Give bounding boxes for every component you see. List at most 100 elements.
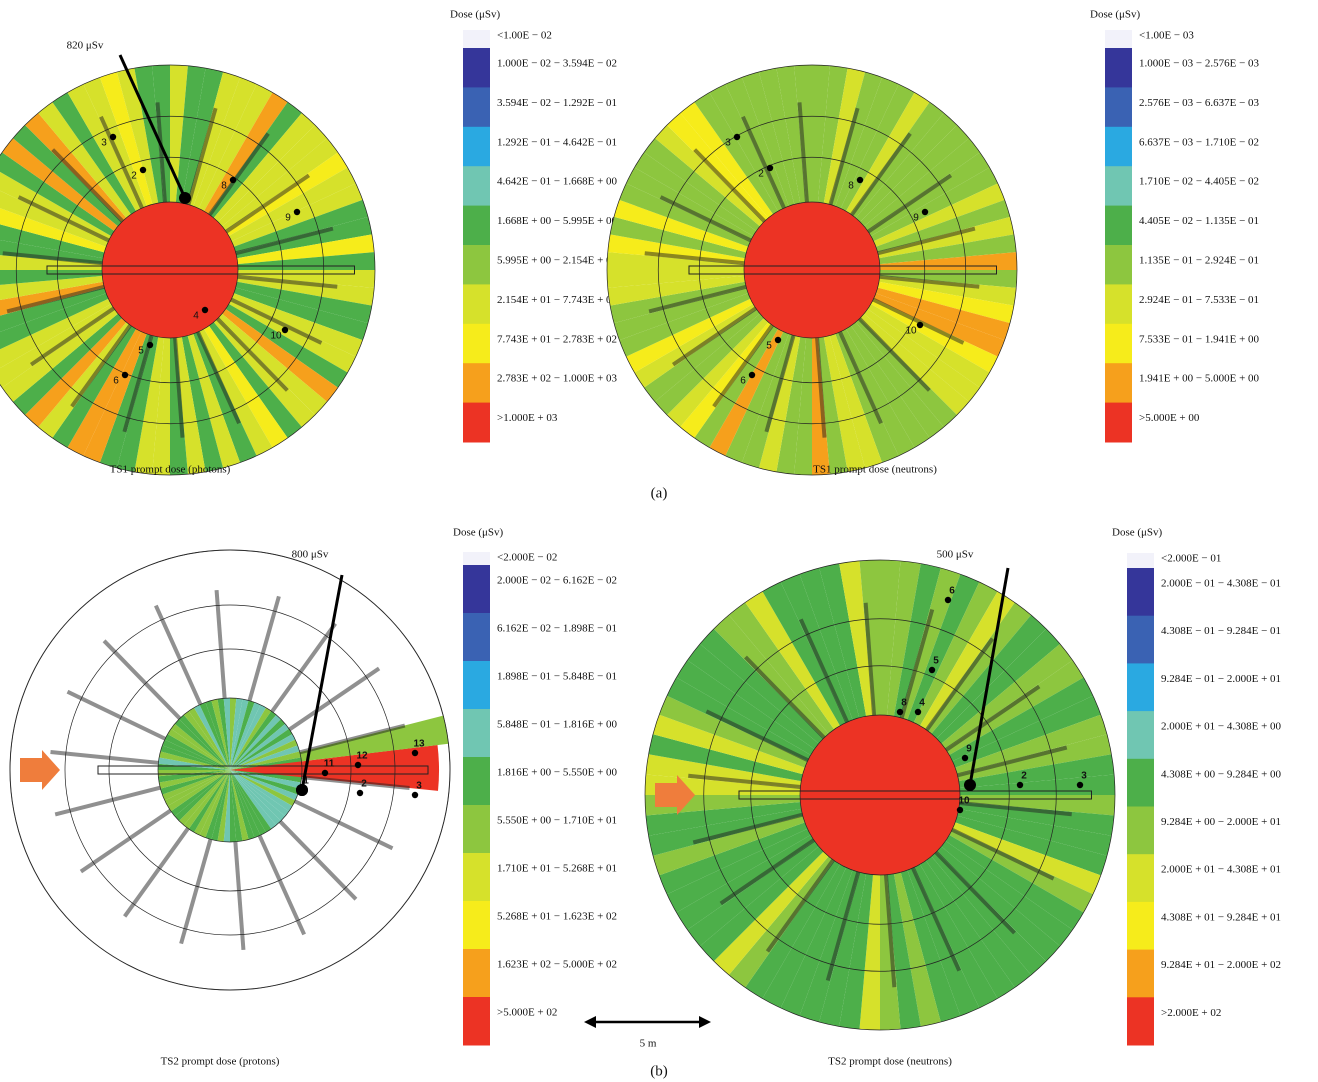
legend-label: 9.284E + 01 − 2.000E + 02 [1161,959,1281,971]
dose-wedge [213,318,315,427]
dose-wedge [835,331,899,463]
marker-label: 3 [101,138,107,149]
dose-wedge [952,695,1101,768]
legend-swatch [1105,205,1132,246]
beamline [877,226,976,256]
dose-wedge [648,734,803,782]
dose-wedge [955,714,1107,775]
dose-wedge [99,72,153,207]
dose-wedge [855,113,957,222]
beamline [155,102,167,203]
dose-wedge [171,770,230,817]
legend-label: 4.642E − 01 − 1.668E + 00 [497,176,618,188]
beamline [208,132,270,216]
dose-wedge [187,333,241,468]
dose-wedge [941,643,1073,750]
legend-label: >5.000E + 02 [497,1007,557,1019]
ring [703,618,1057,972]
legend-label: 5.550E + 00 − 1.710E + 01 [497,815,617,827]
dose-wedge [812,65,830,203]
dose-wedge [67,328,142,456]
dose-wedge [614,199,749,253]
caption: TS2 prompt dose (neutrons) [828,1056,952,1068]
dose-wedge [230,770,249,841]
dose-wedge [900,568,961,720]
legend-swatch [1105,402,1132,443]
legend-swatch [463,30,490,48]
dose-wedge [230,707,272,770]
dose-wedge [900,870,961,1022]
dose-wedge [299,715,449,762]
dose-wedge [680,322,773,438]
dose-wedge [634,152,757,236]
ring [0,64,376,476]
dose-wedge [159,751,230,770]
dose-wedge [193,77,257,209]
legend-swatch [1127,949,1154,998]
dose-wedge [877,281,1014,324]
dose-wedge [230,723,289,770]
dose-wedge [162,739,230,770]
legend-label: 6.637E − 03 − 1.710E − 02 [1139,136,1259,148]
dose-wedge [949,677,1093,762]
dose-wedge [162,770,230,801]
annotation-line [118,54,187,199]
dose-wedge [875,199,1010,253]
ring [644,559,1116,1031]
dose-wedge [687,643,819,750]
beamline [744,655,826,740]
dose-wedge [116,68,159,205]
dose-wedge [694,325,778,448]
dose-wedge [230,770,302,783]
ring [606,64,1018,476]
dose-wedge [13,125,122,227]
legend: <1.00E − 02 1.000E − 02 − 3.594E − 02 3.59… [463,30,618,443]
dose-wedge [225,152,348,236]
dose-wedge [653,815,805,876]
dose-wedge [614,287,749,341]
annotation: 500 μSv [937,549,974,561]
dose-wedge [741,333,795,468]
legend-label: 1.623E + 02 − 5.000E + 02 [497,959,617,971]
dose-wedge [223,770,230,842]
dose-wedge [667,113,769,222]
beamline [51,148,124,223]
dose-wedge [230,698,243,770]
dose-wedge [799,568,860,720]
beamline [97,765,429,775]
legend-swatch [1105,363,1132,404]
legend-title: Dose (μSv) [1090,9,1141,21]
beamline [765,858,835,953]
legend-swatch [463,166,490,207]
legend-label: >5.000E + 00 [1139,412,1200,424]
legend-swatch [1105,166,1132,207]
dose-wedge [230,770,298,801]
dose-wedge [198,328,273,456]
legend-label: 2.783E + 02 − 1.000E + 03 [497,373,618,385]
dose-wedge [819,872,867,1027]
legend-swatch [1105,87,1132,128]
legend-swatch [1105,284,1132,325]
legend-swatch [1127,663,1154,712]
legend-swatch [463,997,490,1046]
beamline [858,317,931,392]
dose-wedge [188,770,230,833]
dose-wedge [99,333,153,468]
marker-label: 13 [413,739,425,750]
dose-wedge [0,208,107,253]
scale-bar: 5 m [584,1016,711,1050]
beamline [944,684,1041,752]
ring [15,115,325,425]
caption: TS1 prompt dose (neutrons) [813,464,937,476]
legend-swatch [463,949,490,998]
dose-wedge [907,867,980,1016]
beamline [648,284,747,314]
dose-wedge [205,700,230,770]
ring [750,665,1010,925]
marker-label: 3 [1081,771,1087,782]
legend-swatch [463,901,490,950]
dose-wedge [174,770,230,821]
dose-wedge [687,840,819,947]
legend-label: 4.308E + 00 − 9.284E + 00 [1161,768,1282,780]
dose-wedge [653,714,805,775]
